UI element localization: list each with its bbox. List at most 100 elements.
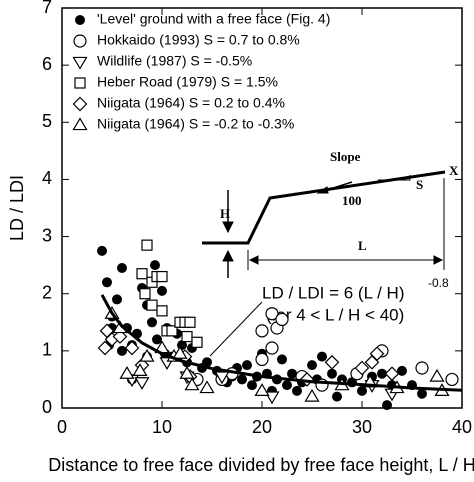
point [384,366,400,382]
point [184,377,200,391]
diagram-label: H [220,206,230,221]
point [287,368,297,379]
point [429,368,445,382]
y-tick-label: 7 [42,0,52,17]
legend-label: Niigata (1964) S = -0.2 to -0.3% [97,116,294,132]
legend-symbol [73,34,87,48]
point [191,336,203,348]
point [307,360,317,371]
point [146,299,158,311]
x-tick-label: 20 [252,417,272,437]
point [157,285,167,296]
legend-label: Niigata (1964) S = 0.2 to 0.4% [97,95,285,111]
y-tick-label: 4 [42,168,52,188]
y-axis-label: LD / LDI [7,175,27,241]
point [179,366,195,379]
y-tick-label: 2 [42,282,52,302]
legend-label: Wildlife (1987) S = -0.5% [97,53,252,69]
point [117,345,127,356]
point [112,329,128,344]
point [265,341,279,355]
y-tick-label: 6 [42,54,52,74]
point [317,351,327,362]
point [156,305,168,317]
point [132,363,148,377]
annotation: LD / LDI = 6 (L / H) [262,283,405,302]
point [214,371,230,385]
point [237,374,247,385]
point [265,307,279,321]
point [304,388,320,402]
x-tick-label: 10 [152,417,172,437]
y-tick-label: 3 [42,225,52,245]
point [282,380,292,391]
point [202,357,212,368]
diagram-label: X [449,163,459,178]
point [139,288,151,300]
point [124,340,140,356]
x-tick-label: 30 [352,417,372,437]
point [369,346,385,362]
y-tick-label: 0 [42,397,52,417]
point [377,368,387,379]
point [181,330,193,343]
point [134,377,150,390]
diagram-label: Slope [330,149,361,164]
point [332,391,342,402]
legend-symbol [72,96,88,112]
point [327,368,337,379]
point [254,383,270,397]
point [172,346,188,359]
point [147,317,157,328]
legend-symbol [72,117,88,131]
legend-label: 'Level' ground with a free face (Fig. 4) [97,11,330,27]
point [136,268,148,280]
x-axis-label: Distance to free face divided by free fa… [48,455,474,475]
point [382,400,392,411]
diagram-label: S [416,177,423,192]
annotation-exponent: -0.8 [428,276,449,290]
inset-diagram [202,170,446,357]
point [97,245,107,256]
point [156,270,168,283]
legend-symbol [74,77,86,89]
point [255,352,269,367]
x-tick-label: 40 [452,417,472,437]
annotation: (for 4 < L / H < 40) [266,305,404,324]
legend-label: Heber Road (1979) S = 1.5% [97,74,278,90]
legend-symbol [75,15,85,25]
diagram-label: L [358,238,367,253]
point [139,348,155,362]
x-tick-label: 0 [57,417,67,437]
point [102,277,112,288]
legend-label: Hokkaido (1993) S = 0.7 to 0.8% [97,32,300,48]
point [275,312,289,327]
point [141,239,153,251]
point [247,380,257,391]
y-tick-label: 5 [42,111,52,131]
diagram-label: 100 [342,193,362,208]
point [357,385,367,396]
y-tick-label: 1 [42,340,52,360]
point [152,334,162,345]
point [277,354,287,365]
point [242,360,252,371]
point [417,388,427,399]
point [150,260,160,271]
point [415,361,429,375]
point [117,263,127,273]
point [119,366,135,379]
point [184,316,196,328]
point [292,385,302,396]
point [354,360,370,376]
point [97,340,113,356]
point [397,365,407,376]
point [324,354,340,370]
point [199,380,215,394]
point [166,325,178,337]
point [445,372,459,387]
legend-symbol [72,56,88,70]
point [255,324,269,338]
fit-curve [100,294,463,392]
